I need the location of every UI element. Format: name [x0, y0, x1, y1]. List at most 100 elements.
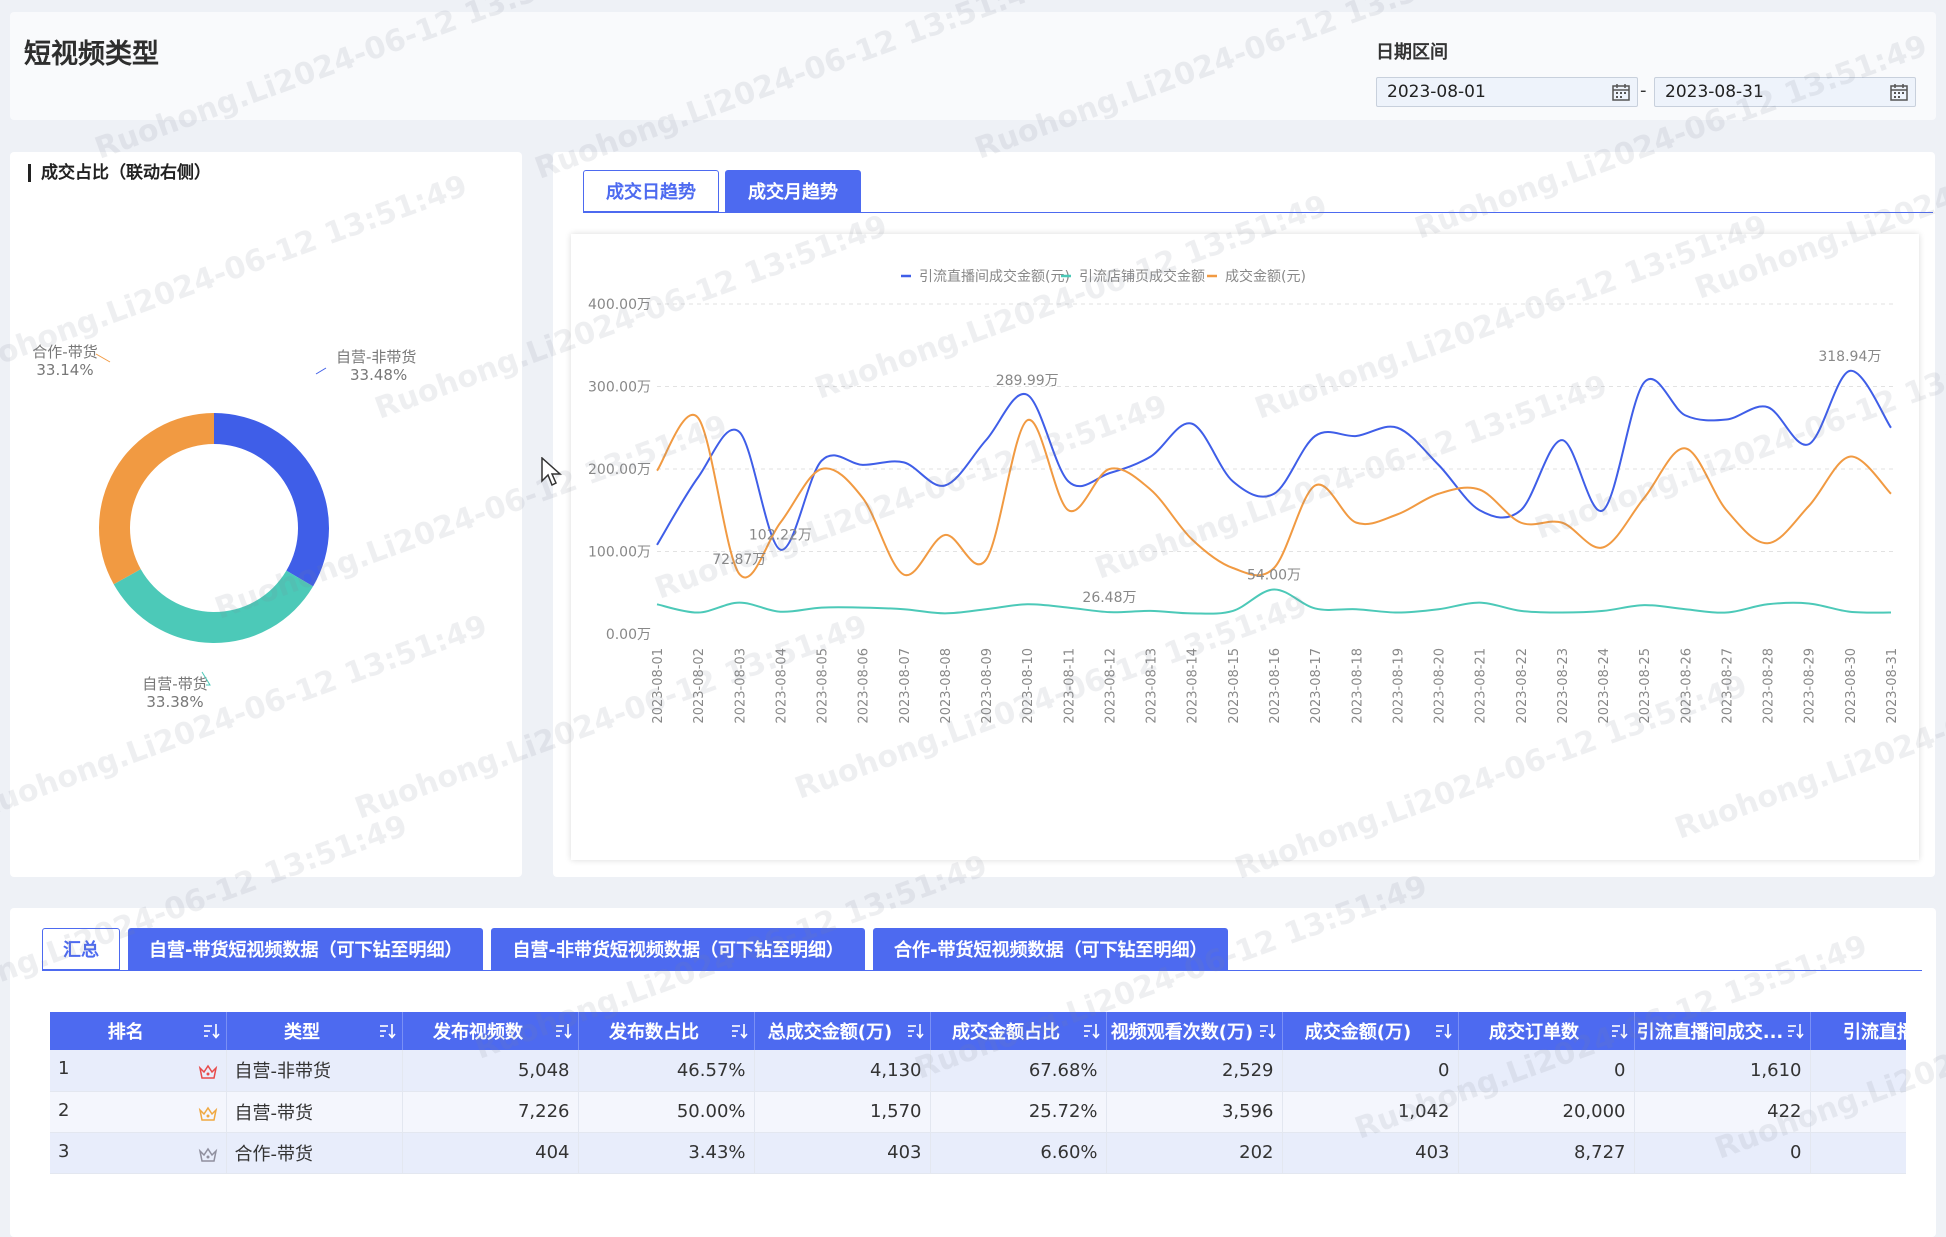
rank-cell: 2 [50, 1091, 227, 1133]
start-date-input[interactable]: 2023-08-01 [1376, 77, 1638, 107]
column-header[interactable]: 排名 [50, 1012, 227, 1050]
value-cell: 7,226 [402, 1091, 579, 1133]
crown-icon [198, 1106, 217, 1121]
leader-line [95, 353, 111, 363]
column-header[interactable]: 视频观看次数(万) [1106, 1012, 1283, 1050]
tab-partner-sales-videos[interactable]: 合作-带货短视频数据（可下钻至明细） [872, 928, 1229, 970]
trend-panel: 成交日趋势 成交月趋势 引流直播间成交金额(元) 引流店铺页成交金额 成交金额(元)… [553, 152, 1935, 877]
calendar-icon[interactable] [1890, 83, 1908, 101]
x-tick-label: 2023-08-31 [1885, 648, 1900, 724]
x-tick-label: 2023-08-10 [1021, 648, 1036, 724]
donut-slice[interactable] [99, 413, 214, 585]
series-line-total[interactable] [656, 413, 1892, 579]
legend-entry[interactable]: 成交金额(元) [1225, 268, 1306, 285]
sort-icon[interactable] [730, 1022, 748, 1040]
calendar-icon[interactable] [1612, 83, 1630, 101]
sort-icon[interactable] [1258, 1022, 1276, 1040]
data-point-label: 318.94万 [1818, 349, 1881, 365]
column-header[interactable]: 类型 [226, 1012, 403, 1050]
end-date-value: 2023-08-31 [1665, 82, 1764, 102]
crown-icon [198, 1064, 217, 1079]
series-line-storefront[interactable] [656, 588, 1892, 615]
sort-icon[interactable] [554, 1022, 572, 1040]
data-point-label: 72.87万 [712, 552, 766, 568]
column-header-label: 成交金额占比 [952, 1022, 1060, 1043]
legend-entry[interactable]: 引流店铺页成交金额 [1079, 268, 1205, 285]
table-row[interactable]: 3 合作-带货 404 3.43% 403 6.60% 202 403 8,727 0 [50, 1132, 1906, 1174]
value-cell: 1,042 [1282, 1091, 1459, 1133]
x-tick-label: 2023-08-07 [898, 648, 913, 724]
deal-share-panel: 成交占比（联动右侧） 自营-非带货 33.48% 自营-带货 33.38% 合作-带货 3… [10, 152, 522, 877]
column-header-label: 成交订单数 [1489, 1022, 1579, 1043]
value-cell: 5,048 [402, 1050, 579, 1092]
slice-percent-label: 33.48% [350, 366, 407, 384]
leader-line [201, 671, 211, 686]
legend-entry[interactable]: 引流直播间成交金额(元) [919, 268, 1070, 285]
series-line-livestream[interactable] [656, 369, 1892, 551]
tab-monthly-trend[interactable]: 成交月趋势 [725, 170, 861, 212]
date-range-label: 日期区间 [1376, 42, 1448, 63]
table-header-row: 排名 类型 发布视频数 发布数占比 总成交金额(万) 成交金额占比 视频观看次数(万) 成交金… [50, 1012, 1906, 1050]
line-chart[interactable]: 引流直播间成交金额(元) 引流店铺页成交金额 成交金额(元) 0.00万 100.00万… [571, 234, 1919, 860]
x-tick-label: 2023-08-21 [1474, 648, 1489, 724]
y-tick-label: 400.00万 [588, 297, 651, 313]
column-header-label: 总成交金额(万) [767, 1022, 893, 1043]
trend-tabbar: 成交日趋势 成交月趋势 [583, 170, 867, 212]
tab-daily-trend[interactable]: 成交日趋势 [583, 170, 719, 212]
table-row[interactable]: 1 自营-非带货 5,048 46.57% 4,130 67.68% 2,529 0 0 1,61… [50, 1050, 1906, 1092]
value-cell: 67.68% [930, 1050, 1107, 1092]
rank-value: 2 [58, 1099, 70, 1121]
value-cell: 6.60% [930, 1132, 1107, 1174]
sort-icon[interactable] [378, 1022, 396, 1040]
sort-icon[interactable] [1610, 1022, 1628, 1040]
tab-underline [583, 212, 1933, 213]
sort-icon[interactable] [202, 1022, 220, 1040]
column-header[interactable]: 成交订单数 [1458, 1012, 1635, 1050]
x-tick-label: 2023-08-01 [651, 648, 666, 724]
data-table: 排名 类型 发布视频数 发布数占比 总成交金额(万) 成交金额占比 视频观看次数(万) 成交金… [50, 1012, 1906, 1182]
x-tick-label: 2023-08-23 [1556, 648, 1571, 724]
column-header[interactable]: 成交金额占比 [930, 1012, 1107, 1050]
column-header-label: 排名 [107, 1022, 144, 1043]
sort-icon[interactable] [1082, 1022, 1100, 1040]
end-date-input[interactable]: 2023-08-31 [1654, 77, 1916, 107]
value-cell: 3.43% [578, 1132, 755, 1174]
donut-slice[interactable] [214, 413, 329, 587]
tab-self-sales-videos[interactable]: 自营-带货短视频数据（可下钻至明细） [128, 928, 484, 970]
sort-icon[interactable] [1434, 1022, 1452, 1040]
column-header[interactable]: 成交金额(万) [1282, 1012, 1459, 1050]
column-header[interactable]: 引流直播间 [1810, 1012, 1906, 1050]
value-cell: 1,570 [754, 1091, 931, 1133]
value-cell: 404 [402, 1132, 579, 1174]
tab-summary[interactable]: 汇总 [42, 928, 120, 970]
mouse-cursor-icon [541, 457, 562, 487]
value-cell: 403 [754, 1132, 931, 1174]
x-tick-label: 2023-08-12 [1103, 648, 1118, 724]
date-separator: - [1640, 80, 1647, 101]
slice-percent-label: 33.14% [36, 361, 93, 379]
data-point-label: 102.22万 [749, 528, 812, 544]
tab-self-nonsales-videos[interactable]: 自营-非带货短视频数据（可下钻至明细） [491, 928, 865, 970]
column-header-label: 引流直播间 [1843, 1022, 1906, 1043]
column-header[interactable]: 引流直播间成交... [1634, 1012, 1811, 1050]
column-header[interactable]: 发布视频数 [402, 1012, 579, 1050]
x-tick-label: 2023-08-06 [857, 648, 872, 724]
x-tick-label: 2023-08-02 [692, 648, 707, 724]
value-cell: 4,130 [754, 1050, 931, 1092]
y-tick-label: 300.00万 [588, 380, 651, 396]
value-cell: 1,610 [1634, 1050, 1811, 1092]
value-cell: 422 [1634, 1091, 1811, 1133]
sort-icon[interactable] [906, 1022, 924, 1040]
column-header[interactable]: 总成交金额(万) [754, 1012, 931, 1050]
column-header[interactable]: 发布数占比 [578, 1012, 755, 1050]
column-header-label: 发布数占比 [609, 1022, 699, 1043]
value-cell: 8,727 [1458, 1132, 1635, 1174]
x-tick-label: 2023-08-20 [1433, 648, 1448, 724]
donut-slice[interactable] [113, 569, 314, 643]
data-point-label: 54.00万 [1247, 567, 1301, 583]
value-cell: 403 [1282, 1132, 1459, 1174]
table-row[interactable]: 2 自营-带货 7,226 50.00% 1,570 25.72% 3,596 1,042 20… [50, 1091, 1906, 1133]
x-tick-label: 2023-08-16 [1268, 648, 1283, 724]
sort-icon[interactable] [1786, 1022, 1804, 1040]
